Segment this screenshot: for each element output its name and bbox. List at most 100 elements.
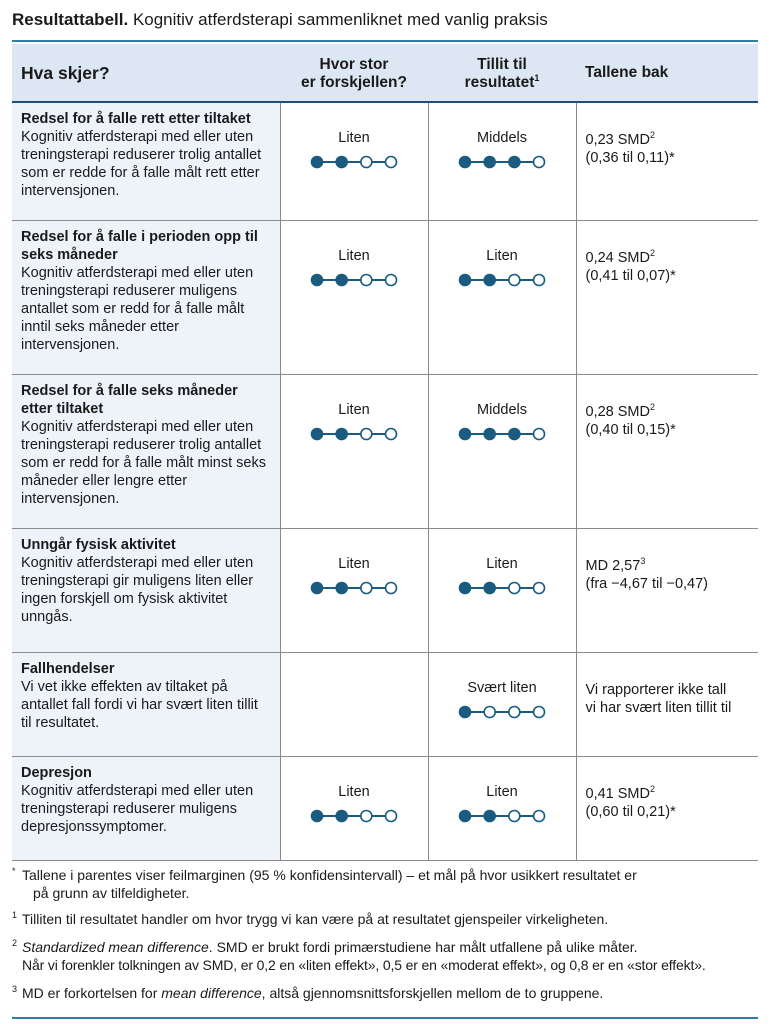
header-row: Hva skjer? Hvor stor er forskjellen? Till… [12, 44, 758, 103]
filled-dot [458, 809, 472, 822]
top-rule [12, 40, 758, 42]
numbers-line1: 0,28 SMD [585, 403, 650, 420]
outcome-cell: Redsel for å falle seks måneder etter ti… [12, 374, 280, 529]
footnote-3-term: mean difference [161, 985, 262, 1001]
effect-size-label: Liten [338, 247, 370, 264]
footnote-3-text-b: , altså gjennomsnittsforskjellen mellom … [261, 985, 604, 1001]
effect-size-label: Liten [338, 555, 370, 572]
footnote-star-mark: * [12, 866, 16, 876]
filled-dot [483, 273, 496, 286]
filled-dot [458, 581, 472, 594]
footnote-2-mark: 2 [12, 938, 18, 948]
filled-dot [458, 273, 472, 286]
empty-dot [360, 273, 373, 286]
effect-size-label: Liten [338, 401, 370, 418]
effect-size-dots [310, 427, 398, 440]
filled-dot [508, 427, 521, 440]
certainty-cell: Middels [427, 102, 576, 221]
table-row: Redsel for å falle rett etter tiltaket Ko… [12, 102, 758, 221]
filled-dot [458, 705, 472, 718]
empty-dot [532, 581, 546, 594]
effect-size-dots [310, 273, 398, 286]
outcome-title: Fallhendelser [21, 660, 115, 677]
filled-dot [335, 155, 348, 169]
header-what-happens: Hva skjer? [12, 44, 280, 103]
certainty-dots [458, 581, 546, 594]
empty-dot [384, 809, 398, 822]
certainty-label: Liten [486, 783, 518, 800]
table-row: Fallhendelser Vi vet ikke effekten av til… [12, 652, 758, 757]
certainty-label: Middels [477, 401, 527, 418]
filled-dot [483, 581, 496, 594]
table-row: Unngår fysisk aktivitet Kognitiv atferdst… [12, 528, 758, 653]
header-effect-size-line2: er forskjellen? [301, 74, 407, 91]
empty-dot [360, 581, 373, 594]
empty-dot [384, 427, 398, 440]
footnote-1-text: Tilliten til resultatet handler om hvor … [22, 911, 609, 927]
outcome-cell: Unngår fysisk aktivitet Kognitiv atferdst… [12, 528, 280, 653]
numbers-footnote-mark: 3 [640, 555, 646, 566]
footnote-ci-line2: på grunn av tilfeldigheter. [33, 885, 190, 901]
outcome-cell: Redsel for å falle i perioden opp til se… [12, 220, 280, 375]
filled-dot [508, 155, 521, 169]
table-title-bold: Resultattabell. [12, 10, 129, 29]
numbers-footnote-mark: 2 [649, 247, 655, 258]
footnote-2-text: . SMD er brukt fordi primærstudiene har … [208, 939, 638, 955]
empty-dot [360, 427, 373, 440]
filled-dot [483, 155, 496, 169]
effect-size-label: Liten [338, 130, 370, 146]
empty-dot [508, 809, 521, 822]
numbers-cell: 0,24 SMD2 (0,41 til 0,07)* [575, 220, 758, 375]
filled-dot [483, 809, 496, 822]
header-certainty: Tillit til resultatet1 [428, 44, 576, 103]
footnote-3: 3 MD er forkortelsen for mean difference… [12, 984, 762, 1002]
numbers-footnote-mark: 2 [649, 130, 655, 141]
footnote-2-term: Standardized mean difference [22, 939, 209, 955]
numbers-line1: 0,24 SMD [585, 249, 650, 266]
filled-dot [458, 427, 472, 440]
certainty-cell: Svært liten [427, 652, 576, 757]
filled-dot [335, 427, 348, 440]
numbers-line1: 0,23 SMD [585, 132, 650, 148]
certainty-label: Middels [477, 130, 527, 146]
empty-dot [532, 427, 546, 440]
filled-dot [310, 273, 324, 286]
effect-size-cell: Liten [279, 220, 428, 375]
results-table: Hva skjer? Hvor stor er forskjellen? Till… [12, 44, 758, 861]
outcome-title: Unngår fysisk aktivitet [21, 536, 176, 553]
numbers-cell: Vi rapporterer ikke tall vi har svært lit… [575, 652, 758, 757]
certainty-cell: Middels [427, 374, 576, 529]
outcome-description: Kognitiv atferdsterapi med eller uten tr… [21, 554, 254, 625]
filled-dot [335, 809, 348, 822]
numbers-line1: Vi rapporterer ikke tall [585, 681, 727, 698]
footnote-3-mark: 3 [12, 984, 18, 994]
outcome-description: Kognitiv atferdsterapi med eller uten tr… [21, 418, 266, 507]
certainty-dots [458, 705, 546, 718]
outcome-description: Kognitiv atferdsterapi med eller uten tr… [21, 264, 254, 353]
certainty-cell: Liten [427, 220, 576, 375]
empty-dot [508, 273, 521, 286]
certainty-cell: Liten [427, 528, 576, 653]
certainty-label: Liten [486, 555, 518, 572]
effect-size-cell [279, 652, 428, 757]
footnote-3-text-a: MD er forkortelsen for [22, 985, 162, 1001]
outcome-description: Kognitiv atferdsterapi med eller uten tr… [21, 129, 262, 199]
header-effect-size-line1: Hvor stor [319, 56, 389, 73]
numbers-line2: vi har svært liten tillit til [585, 699, 732, 716]
numbers-line2: (fra −4,67 til −0,47) [585, 575, 709, 592]
outcome-title: Redsel for å falle rett etter tiltaket [21, 111, 251, 127]
bottom-rule [12, 1017, 758, 1019]
outcome-cell: Fallhendelser Vi vet ikke effekten av til… [12, 652, 280, 757]
numbers-line2: (0,60 til 0,21)* [585, 803, 676, 820]
effect-size-dots [310, 809, 398, 822]
filled-dot [310, 809, 324, 822]
numbers-line1: MD 2,57 [585, 557, 641, 574]
numbers-line2: (0,36 til 0,11)* [585, 150, 675, 166]
filled-dot [310, 427, 324, 440]
table-row: Depresjon Kognitiv atferdsterapi med elle… [12, 756, 758, 861]
footnote-1: 1 Tilliten til resultatet handler om hvo… [12, 910, 762, 928]
outcome-description: Vi vet ikke effekten av tiltaket på anta… [21, 678, 258, 731]
numbers-cell: 0,41 SMD2 (0,60 til 0,21)* [575, 756, 758, 861]
empty-dot [532, 705, 546, 718]
header-certainty-line2: resultatet [464, 74, 535, 91]
